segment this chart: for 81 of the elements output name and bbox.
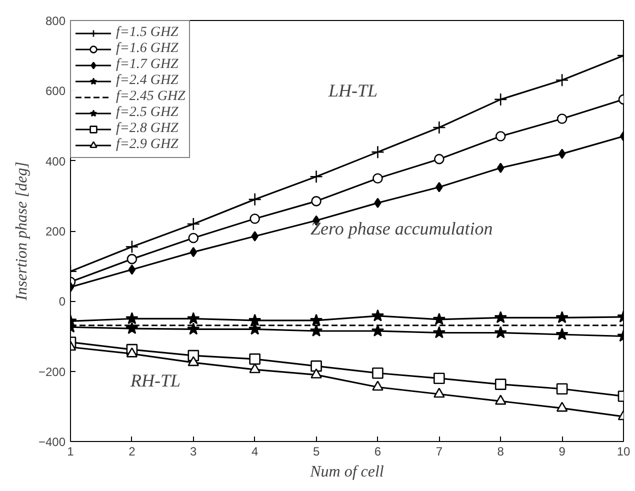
- y-tick-label: 0: [58, 294, 66, 309]
- point: [248, 322, 262, 335]
- point: [186, 217, 200, 231]
- point: [128, 264, 136, 275]
- legend-label: f=2.4 GHZ: [116, 73, 178, 89]
- point: [494, 326, 507, 338]
- point: [251, 231, 258, 242]
- point: [372, 173, 383, 184]
- x-tick-label: 10: [616, 444, 630, 458]
- x-tick-label: 9: [558, 444, 566, 458]
- x-tick-label: 1: [67, 444, 74, 458]
- point: [190, 246, 198, 258]
- point: [310, 368, 322, 378]
- point: [310, 314, 323, 326]
- legend-label: f=1.5 GHZ: [116, 25, 178, 41]
- x-tick-label: 2: [128, 444, 136, 458]
- point: [187, 312, 200, 324]
- legend-label: f=2.5 GHZ: [116, 105, 178, 121]
- point: [495, 131, 506, 142]
- point: [494, 92, 508, 106]
- point: [558, 148, 566, 159]
- legend-label: f=1.6 GHZ: [116, 41, 178, 57]
- point: [248, 314, 262, 326]
- point: [432, 326, 446, 338]
- point: [371, 309, 384, 322]
- point: [126, 322, 138, 334]
- point: [494, 311, 507, 324]
- point: [250, 214, 260, 224]
- point: [555, 73, 569, 87]
- point: [556, 383, 568, 395]
- point: [556, 402, 568, 412]
- point: [372, 367, 384, 379]
- point: [311, 196, 322, 206]
- point: [188, 232, 199, 244]
- point: [556, 114, 568, 124]
- annotation: Zero phase accumulation: [310, 218, 493, 238]
- point: [125, 240, 139, 254]
- point: [126, 312, 138, 324]
- point: [248, 192, 262, 206]
- point: [556, 328, 568, 340]
- legend-label: f=2.45 GHZ: [116, 89, 186, 105]
- y-tick-label: −400: [38, 435, 66, 449]
- point: [126, 347, 138, 358]
- x-axis-title: Num of cell: [309, 464, 384, 480]
- point: [434, 154, 444, 164]
- x-tick-label: 4: [251, 444, 258, 458]
- point: [432, 120, 446, 134]
- legend-label: f=2.9 GHZ: [116, 137, 178, 153]
- point: [126, 254, 138, 264]
- point: [496, 162, 504, 173]
- y-tick-label: 600: [45, 84, 66, 98]
- x-tick-label: 3: [190, 444, 198, 458]
- point: [310, 170, 323, 184]
- y-axis-title: Insertion phase [deg]: [13, 162, 30, 302]
- point: [434, 388, 445, 398]
- y-tick-label: −200: [38, 364, 66, 379]
- x-tick-label: 8: [497, 444, 504, 458]
- x-tick-label: 6: [374, 444, 382, 458]
- point: [310, 360, 322, 372]
- x-tick-label: 7: [436, 444, 443, 458]
- point: [372, 380, 384, 391]
- point: [432, 312, 446, 325]
- y-tick-label: 400: [45, 154, 66, 168]
- point: [556, 311, 568, 324]
- point: [371, 145, 384, 159]
- y-tick-label: 200: [45, 224, 66, 238]
- legend-label: f=2.8 GHZ: [116, 121, 178, 137]
- y-tick-label: 800: [45, 14, 66, 28]
- point: [187, 322, 200, 335]
- legend-label: f=1.7 GHZ: [116, 57, 178, 73]
- point: [310, 324, 323, 336]
- x-tick-label: 5: [312, 444, 320, 458]
- point: [434, 372, 445, 384]
- point: [249, 363, 260, 374]
- point: [494, 378, 506, 390]
- annotation: LH-TL: [328, 80, 378, 100]
- point: [249, 353, 260, 365]
- point: [188, 356, 200, 366]
- point: [371, 324, 384, 336]
- point: [494, 394, 506, 405]
- annotation: RH-TL: [130, 370, 181, 390]
